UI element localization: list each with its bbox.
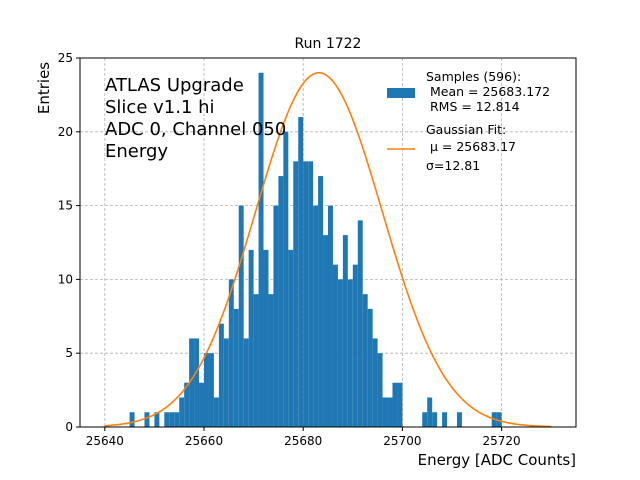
histogram-bar [377, 353, 383, 427]
histogram-bar [223, 338, 229, 427]
legend-fit-sigma: σ=12.81 [426, 158, 480, 173]
x-tick-label: 25640 [86, 434, 124, 448]
histogram-bar [169, 412, 175, 427]
histogram-bar [228, 279, 234, 427]
histogram-bar [352, 264, 358, 427]
histogram-bar [288, 249, 294, 427]
histogram-bar [323, 235, 328, 427]
histogram-bar [233, 308, 239, 427]
histogram-bar [298, 117, 304, 427]
x-tick-label: 25660 [185, 434, 223, 448]
x-tick-label: 25720 [483, 434, 521, 448]
histogram-bar [154, 412, 160, 427]
y-tick-label: 25 [58, 51, 73, 65]
histogram-bar [243, 338, 249, 427]
x-tick-label: 25700 [383, 434, 421, 448]
histogram-bar [208, 353, 214, 427]
histogram-bar [204, 353, 209, 427]
histogram-bar [427, 397, 433, 427]
histogram-bar [382, 397, 388, 427]
y-tick-label: 10 [58, 272, 73, 286]
histogram-bar [308, 161, 314, 427]
histogram-bar [367, 308, 373, 427]
histogram-bar [496, 412, 502, 427]
histogram-bar [164, 412, 170, 427]
histogram-bar [129, 412, 135, 427]
legend-histogram-label: Samples (596): [426, 69, 521, 84]
histogram-bar [293, 161, 299, 427]
plot-frame [79, 57, 577, 428]
histogram-bar [238, 205, 244, 427]
histogram-bar [422, 412, 428, 427]
histogram-bar [392, 382, 398, 427]
annotation-line: ATLAS Upgrade [105, 75, 244, 96]
histogram-bar [184, 382, 190, 427]
y-axis-label: Entries [35, 62, 53, 114]
y-axis-ticks: 0 5 10 15 20 25 [58, 51, 80, 434]
histogram-bar [456, 412, 462, 427]
histogram-bar [387, 397, 393, 427]
histogram-bar [213, 397, 219, 427]
histogram-bar [194, 338, 200, 427]
histogram-bar [278, 176, 284, 427]
legend-histogram-rms: RMS = 12.814 [426, 99, 520, 114]
histogram-bar [332, 264, 338, 427]
y-tick-label: 5 [65, 346, 73, 360]
histogram-bar [218, 323, 224, 427]
histogram-bar [268, 294, 274, 427]
annotation-line: Slice v1.1 hi [105, 97, 215, 118]
histogram-bar [313, 205, 319, 427]
histogram-bar [174, 412, 180, 427]
legend-fit-label: Gaussian Fit: [426, 122, 506, 137]
x-axis-label: Energy [ADC Counts] [418, 451, 576, 469]
histogram-bar [318, 176, 324, 427]
chart-title: Run 1722 [295, 36, 362, 52]
legend-fit-mu: μ = 25683.17 [426, 139, 516, 154]
histogram-bar [303, 161, 309, 427]
annotation-block: ATLAS Upgrade Slice v1.1 hi ADC 0, Chann… [105, 75, 286, 162]
y-tick-label: 15 [58, 199, 73, 213]
histogram-bar [372, 338, 378, 427]
histogram-bar [253, 294, 259, 427]
y-tick-label: 20 [58, 125, 73, 139]
histogram-bar [328, 205, 333, 427]
histogram-bar [179, 397, 185, 427]
legend: Samples (596): Mean = 25683.172 RMS = 12… [387, 69, 550, 173]
legend-histogram-mean: Mean = 25683.172 [426, 84, 550, 99]
histogram-bar [362, 294, 368, 427]
histogram-bar [248, 249, 254, 427]
histogram-bar [189, 338, 195, 427]
histogram-bar [342, 235, 348, 427]
histogram-bar [258, 72, 264, 427]
gaussian-fit-curve [104, 71, 552, 428]
x-axis-ticks: 25640 25660 25680 25700 25720 [86, 427, 521, 448]
histogram-bar [337, 279, 343, 427]
histogram-bar [263, 249, 269, 427]
histogram-bar [347, 279, 353, 427]
histogram-bar [144, 412, 150, 427]
annotation-line: Energy [105, 141, 168, 162]
annotation-line: ADC 0, Channel 050 [105, 119, 286, 140]
histogram-bar [432, 412, 438, 427]
histogram-bar [442, 412, 448, 427]
histogram-bars [129, 72, 502, 428]
histogram-bar [273, 205, 279, 427]
histogram-bar [199, 382, 204, 427]
histogram-bar [357, 220, 363, 427]
x-tick-label: 25680 [284, 434, 322, 448]
histogram-bar [283, 131, 289, 428]
legend-histogram-swatch [387, 88, 415, 98]
y-tick-label: 0 [65, 420, 73, 434]
histogram-bar [397, 382, 403, 427]
